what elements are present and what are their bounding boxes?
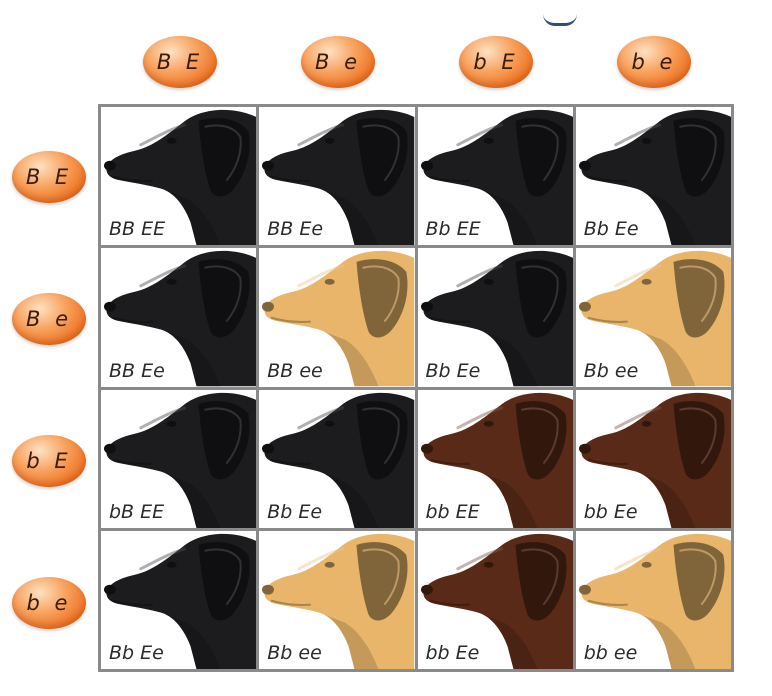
row-header-allele-be: b e [12, 577, 86, 629]
column-header-allele-BE: B E [143, 36, 217, 88]
punnett-square-grid: BB EE BB Ee Bb EE Bb Ee BB Ee BB ee Bb E… [98, 104, 734, 672]
genotype-label: Bb Ee [109, 642, 164, 664]
column-header-label: b e [631, 50, 677, 74]
column-header-label: B E [156, 50, 204, 74]
row-header-label: b e [26, 591, 72, 615]
genotype-label: BB EE [109, 218, 166, 241]
column-header-allele-Be: B e [301, 36, 375, 88]
punnett-cell: bb Ee [575, 389, 731, 528]
punnett-cell: BB Ee [101, 248, 257, 387]
row-header-allele-BE: B E [12, 151, 86, 203]
punnett-cell: bb Ee [417, 530, 573, 669]
row-header-label: B e [25, 307, 72, 331]
genotype-label: Bb ee [583, 359, 639, 382]
punnett-cell: Bb Ee [575, 107, 731, 246]
row-header-allele-bE: b E [12, 435, 86, 487]
punnett-cell: Bb EE [417, 107, 573, 246]
genotype-label: BB Ee [267, 218, 324, 241]
genotype-label: bb ee [583, 642, 638, 664]
punnett-cell: BB ee [259, 248, 415, 387]
genotype-label: Bb Ee [267, 500, 323, 523]
genotype-label: bb Ee [583, 500, 638, 523]
punnett-cell: Bb Ee [259, 389, 415, 528]
genotype-label: BB Ee [109, 359, 165, 382]
punnett-cell: Bb Ee [417, 248, 573, 387]
genotype-label: Bb Ee [583, 218, 639, 241]
decorative-arc [543, 14, 577, 26]
punnett-cell: bB EE [101, 389, 257, 528]
punnett-cell: Bb ee [575, 248, 731, 387]
genotype-label: BB ee [267, 359, 323, 382]
row-header-label: B E [25, 165, 73, 189]
column-header-allele-be: b e [617, 36, 691, 88]
genotype-label: bb EE [425, 500, 480, 523]
genotype-label: Bb Ee [425, 359, 481, 382]
genotype-label: bb Ee [425, 642, 480, 664]
punnett-cell: bb EE [417, 389, 573, 528]
genotype-label: bB EE [109, 500, 165, 523]
punnett-cell: Bb Ee [101, 530, 257, 669]
punnett-cell: bb ee [575, 530, 731, 669]
punnett-cell: Bb ee [259, 530, 415, 669]
row-header-allele-Be: B e [12, 293, 86, 345]
column-header-label: b E [473, 50, 519, 74]
column-header-allele-bE: b E [459, 36, 533, 88]
row-header-label: b E [26, 449, 72, 473]
column-header-label: B e [314, 50, 361, 74]
genotype-label: Bb EE [425, 218, 481, 241]
genotype-label: Bb ee [267, 642, 322, 664]
punnett-cell: BB EE [101, 107, 257, 246]
punnett-cell: BB Ee [259, 107, 415, 246]
